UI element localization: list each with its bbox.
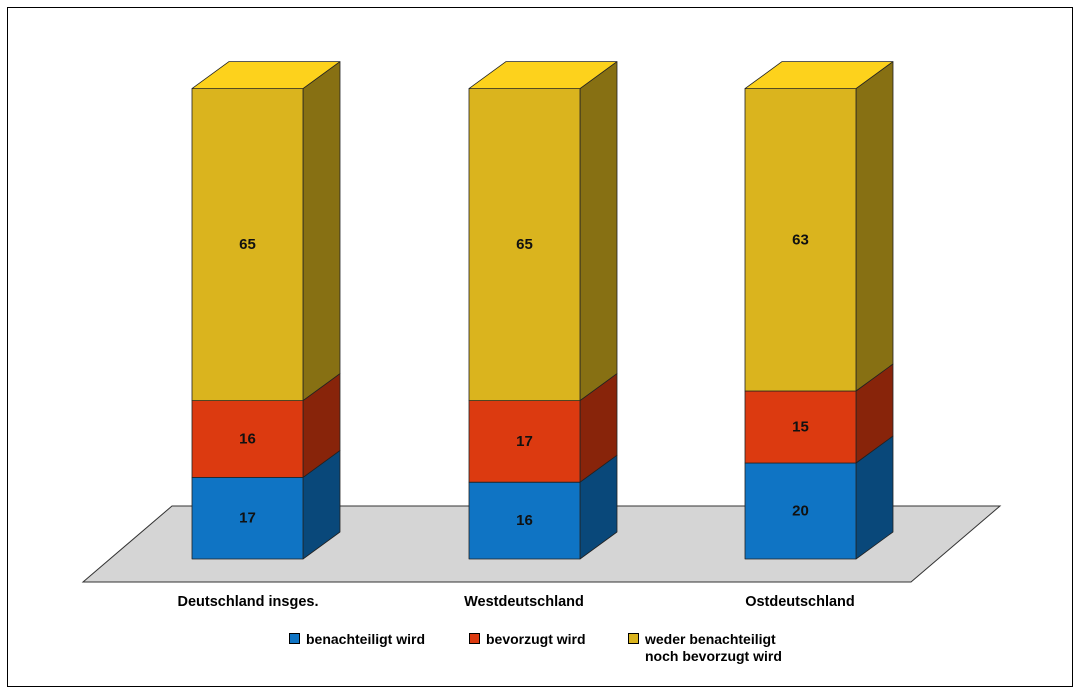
data-label: 65 bbox=[516, 236, 533, 253]
bar-top-face bbox=[744, 61, 894, 89]
legend-label: benachteiligt wird bbox=[306, 631, 426, 647]
bar-top-face bbox=[468, 61, 618, 89]
legend-swatch bbox=[469, 633, 480, 644]
legend-swatch bbox=[289, 633, 300, 644]
data-label: 20 bbox=[792, 503, 809, 520]
data-label: 15 bbox=[792, 419, 809, 436]
legend-label-line: noch bevorzugt wird bbox=[645, 648, 782, 664]
data-label: 17 bbox=[239, 510, 256, 527]
bar-side-face bbox=[302, 61, 341, 402]
data-label: 63 bbox=[792, 231, 809, 248]
legend-label: bevorzugt wird bbox=[486, 631, 586, 647]
legend-swatch bbox=[628, 633, 639, 644]
bar-side-face bbox=[855, 61, 894, 392]
data-label: 65 bbox=[239, 236, 256, 253]
category-label: Westdeutschland bbox=[464, 594, 584, 610]
bar-side-face bbox=[579, 61, 618, 402]
category-label: Deutschland insges. bbox=[177, 594, 319, 610]
data-label: 16 bbox=[239, 431, 256, 448]
data-label: 16 bbox=[516, 512, 533, 529]
bar-top-face bbox=[191, 61, 341, 89]
bars-layer: 17 16 65 16 17 65 20 15 63 bbox=[191, 61, 894, 560]
category-label: Ostdeutschland bbox=[745, 594, 855, 610]
data-label: 17 bbox=[516, 433, 533, 450]
legend-label-line: weder benachteiligt bbox=[645, 631, 776, 647]
